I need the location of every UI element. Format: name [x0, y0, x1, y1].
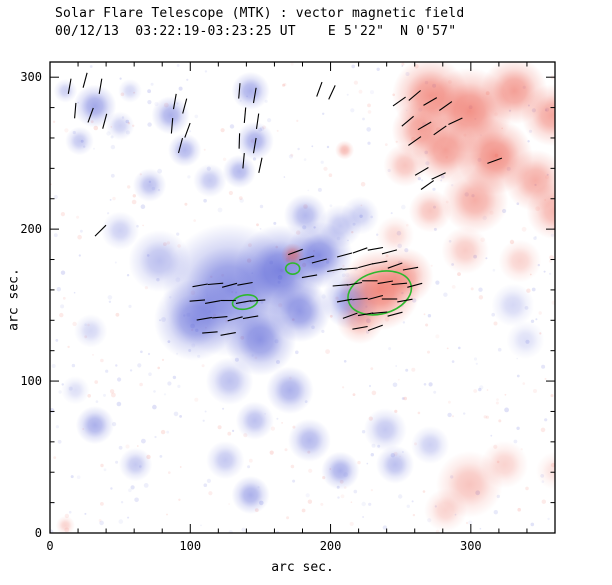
plot-title: Solar Flare Telescope (MTK) : vector mag…: [55, 6, 465, 21]
y-axis-label: arc sec.: [6, 268, 22, 331]
svg-text:0: 0: [46, 539, 53, 553]
plot-subtitle: 00/12/13 03:22:19-03:23:25 UT E 5'22" N …: [55, 24, 457, 39]
svg-text:300: 300: [460, 539, 482, 553]
svg-text:0: 0: [35, 526, 42, 540]
svg-text:200: 200: [20, 222, 42, 236]
x-axis-label: arc sec.: [271, 560, 334, 575]
svg-text:200: 200: [320, 539, 342, 553]
svg-text:100: 100: [20, 374, 42, 388]
svg-text:300: 300: [20, 70, 42, 84]
svg-text:100: 100: [179, 539, 201, 553]
